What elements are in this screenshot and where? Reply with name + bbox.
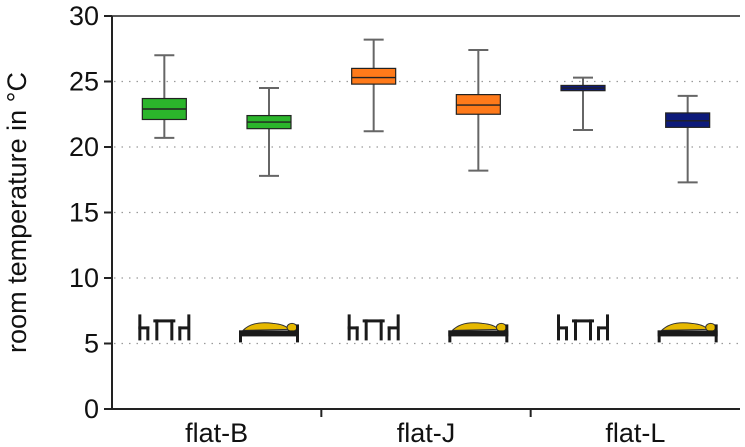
box-plot bbox=[351, 38, 397, 133]
bedroom-icon bbox=[239, 322, 299, 343]
bedroom-icon bbox=[448, 322, 509, 343]
y-tick-label: 25 bbox=[69, 67, 99, 97]
living-room-icon bbox=[138, 314, 191, 341]
y-tick-label: 5 bbox=[84, 329, 99, 359]
chair-back bbox=[606, 314, 609, 341]
blanket bbox=[660, 322, 709, 331]
bedroom-icon bbox=[657, 322, 718, 343]
box-plot bbox=[246, 87, 292, 177]
table-leg bbox=[589, 319, 592, 341]
bed-leg bbox=[448, 330, 452, 343]
box-plot bbox=[665, 94, 711, 184]
bed-leg bbox=[657, 330, 661, 343]
chair-back bbox=[187, 314, 191, 341]
chair-seat bbox=[178, 326, 190, 330]
chair-back bbox=[396, 314, 400, 341]
x-category-label: flat-B bbox=[185, 418, 248, 447]
living-room-icon bbox=[557, 314, 609, 341]
chair-leg bbox=[355, 326, 359, 341]
bed-frame bbox=[239, 330, 299, 337]
x-category-label: flat-J bbox=[397, 418, 456, 447]
chair-leg bbox=[146, 326, 150, 341]
y-axis-title: room temperature in °C bbox=[2, 72, 32, 353]
bed-frame bbox=[657, 330, 718, 337]
table-top bbox=[153, 319, 176, 323]
chair-seat bbox=[347, 326, 359, 330]
table-leg bbox=[155, 319, 159, 341]
pillow bbox=[286, 322, 298, 332]
y-tick-label: 0 bbox=[84, 394, 99, 424]
bed-frame bbox=[448, 330, 509, 337]
box-plot bbox=[560, 76, 606, 131]
x-category-label: flat-L bbox=[605, 418, 665, 447]
pillow bbox=[705, 322, 717, 332]
grid-lines bbox=[114, 80, 738, 345]
y-tick-label: 30 bbox=[69, 1, 99, 31]
chair-leg bbox=[597, 326, 600, 341]
living-room-icon bbox=[347, 314, 400, 341]
table-top bbox=[362, 319, 385, 323]
bed-headboard bbox=[296, 324, 299, 343]
bed-headboard bbox=[714, 324, 718, 343]
chair-seat bbox=[387, 326, 399, 330]
chair-leg bbox=[387, 326, 391, 341]
box-plot bbox=[141, 54, 187, 139]
table-leg bbox=[170, 319, 174, 341]
table-leg bbox=[379, 319, 383, 341]
axes: 0 5 10 15 20 25 30 flat-B flat-J flat-L bbox=[69, 1, 740, 447]
y-tick-label: 10 bbox=[69, 263, 99, 293]
y-tick-label: 15 bbox=[69, 198, 99, 228]
room-icons bbox=[138, 314, 718, 343]
pillow bbox=[495, 322, 507, 332]
chair-seat bbox=[557, 326, 568, 330]
bed-leg bbox=[239, 330, 242, 343]
box-iqr bbox=[351, 67, 397, 85]
table-leg bbox=[574, 319, 577, 341]
blanket bbox=[451, 322, 500, 331]
chair-leg bbox=[565, 326, 568, 341]
chair-leg bbox=[178, 326, 182, 341]
bed-headboard bbox=[505, 324, 509, 343]
chair-seat bbox=[597, 326, 608, 330]
table-top bbox=[572, 319, 594, 323]
table-leg bbox=[364, 319, 368, 341]
y-tick-label: 20 bbox=[69, 132, 99, 162]
blanket bbox=[241, 322, 291, 331]
box-plots bbox=[141, 38, 711, 184]
box-plot bbox=[455, 49, 501, 172]
chair-seat bbox=[138, 326, 150, 330]
